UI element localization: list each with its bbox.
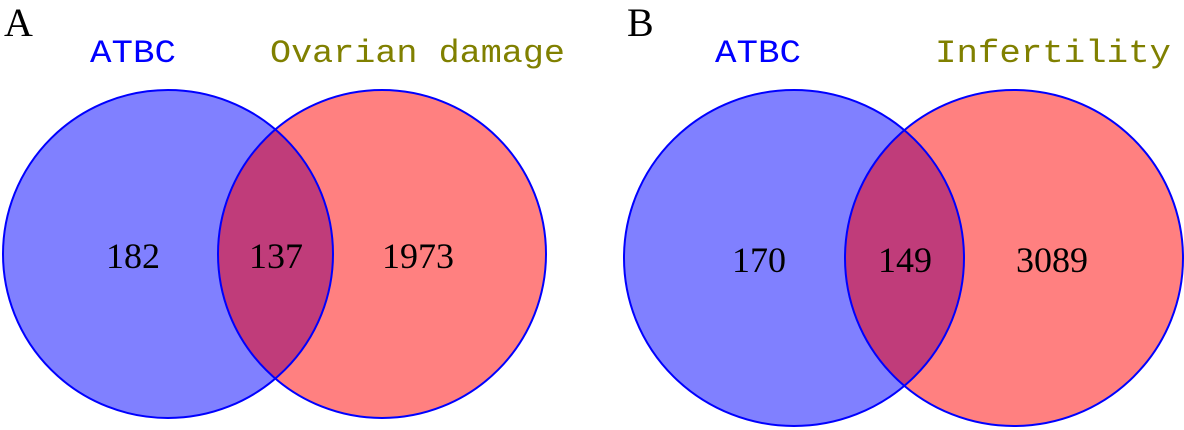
overlap-count-a: 137 — [249, 236, 303, 276]
left-set-outline-a — [2, 89, 334, 419]
right-set-outline-b — [844, 89, 1184, 427]
right-set-label-b: Infertility — [935, 35, 1171, 72]
panel-letter-b: B — [627, 0, 654, 45]
left-set-label-a: ATBC — [90, 35, 176, 72]
left-set-label-b: ATBC — [715, 35, 801, 72]
venn-panel-a: A ATBC Ovarian damage 182 137 1973 — [2, 0, 565, 419]
right-only-count-a: 1973 — [382, 236, 454, 276]
left-set-outline-b — [623, 89, 965, 427]
overlap-region-b — [845, 90, 964, 426]
left-only-count-b: 170 — [732, 240, 786, 280]
left-only-count-a: 182 — [106, 236, 160, 276]
overlap-count-b: 149 — [878, 240, 932, 280]
overlap-region-a — [218, 90, 333, 418]
right-set-label-a: Ovarian damage — [270, 35, 565, 72]
right-only-count-b: 3089 — [1016, 240, 1088, 280]
venn-panel-b: B ATBC Infertility 170 149 3089 — [623, 0, 1184, 427]
panel-letter-a: A — [4, 0, 33, 45]
right-set-outline-a — [217, 89, 547, 419]
